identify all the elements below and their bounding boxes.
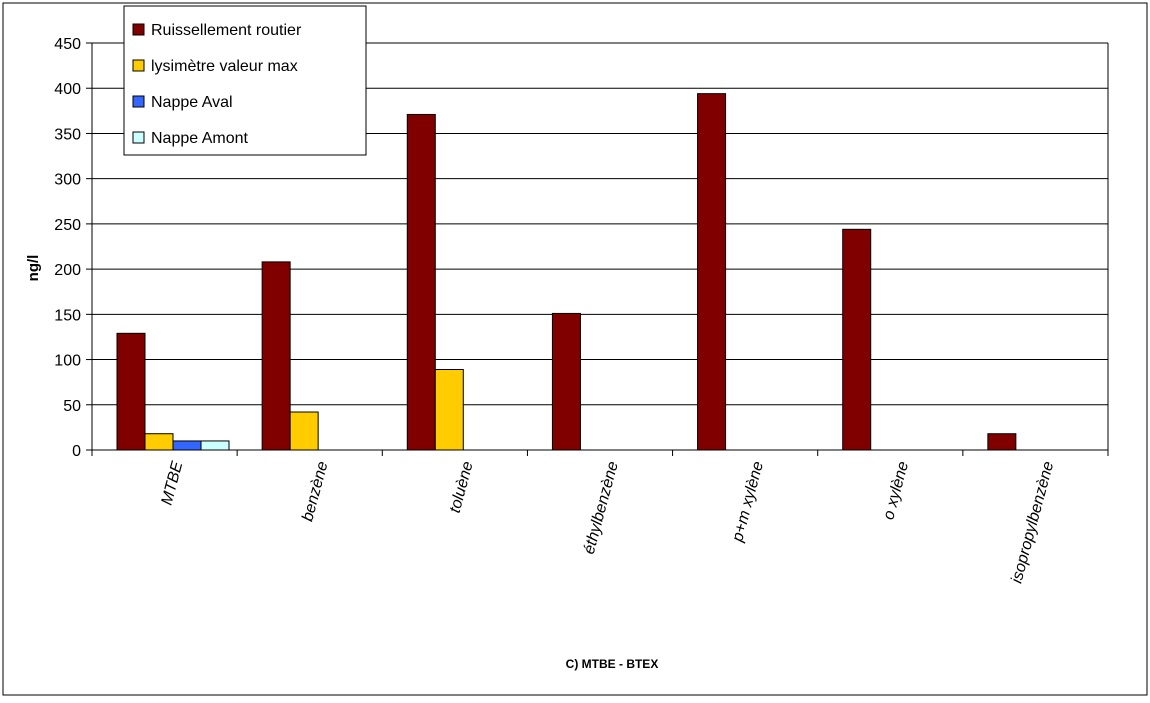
legend-swatch <box>132 59 145 72</box>
x-axis-label: C) MTBE - BTEX <box>566 657 659 671</box>
legend-box <box>123 5 367 156</box>
legend-label: Nappe Amont <box>151 130 249 147</box>
bar <box>144 433 174 451</box>
y-tick-label: 400 <box>54 81 81 98</box>
y-axis-label: ng/l <box>25 255 42 282</box>
bar <box>200 440 230 451</box>
legend-label: Ruissellement routier <box>151 22 302 39</box>
bar <box>406 113 436 451</box>
y-tick-label: 150 <box>54 307 81 324</box>
legend-swatch <box>132 131 145 144</box>
y-tick-label: 300 <box>54 172 81 189</box>
y-tick-label: 250 <box>54 217 81 234</box>
bar <box>289 411 319 451</box>
legend: Ruissellement routier lysimètre valeur ma… <box>123 5 367 156</box>
bar <box>172 440 202 451</box>
bar <box>697 93 727 451</box>
legend-swatch <box>132 23 145 36</box>
axes <box>91 43 1109 456</box>
y-tick-label: 450 <box>54 36 81 53</box>
y-tick-label: 0 <box>72 443 81 460</box>
legend-swatch <box>132 95 145 108</box>
y-tick-label: 350 <box>54 126 81 143</box>
y-tick-labels: 0 50 100 150 200 250 300 350 400 450 <box>54 36 81 460</box>
bar <box>551 312 581 451</box>
bar <box>987 433 1017 451</box>
bar <box>116 332 146 451</box>
bar <box>842 228 872 451</box>
bar <box>261 261 291 451</box>
bar <box>434 369 464 451</box>
y-tick-label: 100 <box>54 353 81 370</box>
legend-label: lysimètre valeur max <box>151 58 298 75</box>
legend-label: Nappe Aval <box>151 94 233 111</box>
y-tick-label: 50 <box>63 398 81 415</box>
y-tick-label: 200 <box>54 262 81 279</box>
bars <box>116 93 1017 451</box>
